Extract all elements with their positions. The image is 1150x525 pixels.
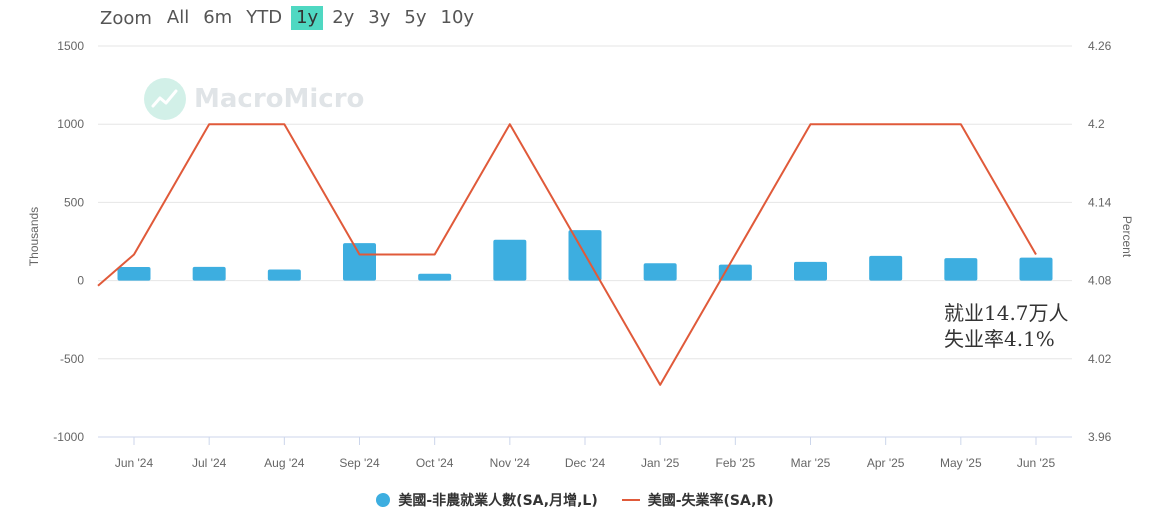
zoom-3y-button[interactable]: 3y bbox=[368, 7, 391, 28]
y-left-axis-title: Thousands bbox=[27, 207, 41, 266]
zoom-bar: Zoom All 6m YTD 1y 2y 3y 5y 10y bbox=[100, 6, 483, 30]
y-right-tick-label: 4.02 bbox=[1088, 352, 1112, 366]
bar bbox=[1019, 257, 1053, 281]
legend-label-payrolls: 美國-非農就業人數(SA,月增,L) bbox=[398, 493, 598, 509]
x-tick-label: Sep '24 bbox=[339, 456, 380, 470]
chart-legend: 美國-非農就業人數(SA,月增,L) 美國-失業率(SA,R) bbox=[0, 490, 1150, 510]
y-left-tick-label: 500 bbox=[64, 195, 84, 209]
y-right-tick-label: 4.14 bbox=[1088, 195, 1112, 209]
macromicro-logo-icon bbox=[144, 78, 186, 120]
bar bbox=[944, 258, 978, 281]
x-tick-label: Feb '25 bbox=[716, 456, 756, 470]
bar bbox=[418, 273, 452, 281]
bar bbox=[643, 263, 677, 281]
y-left-tick-label: -500 bbox=[60, 352, 84, 366]
bar bbox=[267, 269, 301, 281]
bar bbox=[192, 266, 226, 281]
y-right-tick-label: 4.26 bbox=[1088, 39, 1112, 53]
x-tick-label: Jul '24 bbox=[192, 456, 227, 470]
y-left-tick-label: -1000 bbox=[53, 430, 84, 444]
x-tick-label: Dec '24 bbox=[565, 456, 606, 470]
y-right-tick-label: 3.96 bbox=[1088, 430, 1112, 444]
zoom-5y-button[interactable]: 5y bbox=[404, 7, 427, 28]
zoom-2y-button[interactable]: 2y bbox=[332, 7, 355, 28]
y-left-tick-label: 0 bbox=[77, 274, 84, 288]
zoom-ytd-button[interactable]: YTD bbox=[246, 7, 283, 28]
x-tick-label: Nov '24 bbox=[490, 456, 531, 470]
bar bbox=[117, 266, 151, 281]
y-right-tick-label: 4.08 bbox=[1088, 274, 1112, 288]
bar bbox=[493, 239, 527, 281]
zoom-all-button[interactable]: All bbox=[166, 7, 190, 28]
chart-area: 1500 1000 500 0 -500 -1000 4.26 4.2 4.14 4.08 4.02… bbox=[27, 39, 1134, 470]
bar bbox=[343, 243, 376, 281]
y-left-tick-label: 1500 bbox=[57, 39, 84, 53]
y-left-tick-label: 1000 bbox=[57, 117, 84, 131]
legend-item-payrolls[interactable]: 美國-非農就業人數(SA,月增,L) bbox=[376, 490, 598, 510]
y-right-tick-label: 4.2 bbox=[1088, 117, 1105, 131]
x-tick-label: Jun '25 bbox=[1017, 456, 1056, 470]
bar bbox=[869, 255, 903, 281]
annotation-line-1: 就业14.7万人 bbox=[944, 301, 1069, 325]
y-right-axis-title: Percent bbox=[1120, 216, 1134, 258]
zoom-1y-button[interactable]: 1y bbox=[291, 6, 324, 30]
unemployment-line bbox=[97, 123, 1037, 386]
bar bbox=[794, 261, 827, 281]
zoom-label: Zoom bbox=[100, 7, 152, 29]
x-tick-label: Jun '24 bbox=[115, 456, 154, 470]
x-tick-label: Apr '25 bbox=[867, 456, 905, 470]
legend-line-icon bbox=[621, 499, 640, 501]
x-tick-label: Mar '25 bbox=[791, 456, 831, 470]
x-tick-label: May '25 bbox=[940, 456, 982, 470]
watermark: MacroMicro bbox=[144, 78, 364, 120]
annotation-line-2: 失业率4.1% bbox=[944, 327, 1055, 351]
chart-annotation: 就业14.7万人 失业率4.1% bbox=[944, 300, 1069, 352]
legend-item-unemployment[interactable]: 美國-失業率(SA,R) bbox=[621, 490, 774, 510]
legend-dot-icon bbox=[376, 493, 391, 507]
x-tick-label: Oct '24 bbox=[416, 456, 454, 470]
watermark-text: MacroMicro bbox=[194, 84, 365, 114]
x-tick-label: Jan '25 bbox=[641, 456, 680, 470]
zoom-10y-button[interactable]: 10y bbox=[440, 7, 475, 28]
x-tick-label: Aug '24 bbox=[264, 456, 305, 470]
legend-label-unemployment: 美國-失業率(SA,R) bbox=[647, 493, 774, 509]
zoom-6m-button[interactable]: 6m bbox=[203, 7, 233, 28]
